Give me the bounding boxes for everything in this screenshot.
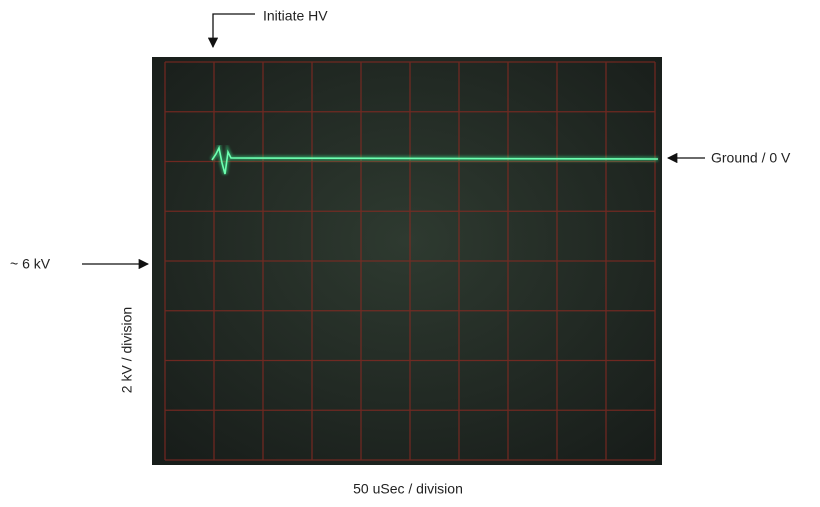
figure: Initiate HV Ground / 0 V ~ 6 kV 2 kV / d… — [0, 0, 820, 502]
horizontal-scale-label: 50 uSec / division — [353, 481, 463, 497]
page: Initiate HV Ground / 0 V ~ 6 kV 2 kV / d… — [0, 0, 820, 502]
ground-label: Ground / 0 V — [711, 150, 791, 166]
level-label: ~ 6 kV — [10, 256, 51, 272]
initiate-arrow — [213, 14, 255, 47]
vertical-scale-label: 2 kV / division — [119, 307, 135, 393]
initiate-label: Initiate HV — [263, 8, 328, 24]
